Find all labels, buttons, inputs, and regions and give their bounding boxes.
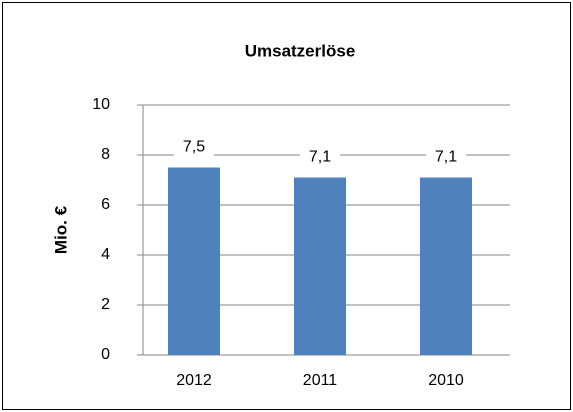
y-axis-label: Mio. € (51, 205, 70, 254)
x-tick-label: 2011 (303, 372, 338, 389)
y-tick-label: 4 (101, 246, 110, 263)
y-tick-label: 8 (101, 146, 110, 163)
bar (420, 177, 472, 355)
value-label: 7,1 (309, 149, 331, 166)
y-tick-label: 6 (101, 196, 110, 213)
chart-title: Umsatzerlöse (245, 41, 356, 60)
value-label-bg (426, 147, 466, 168)
bar (168, 167, 220, 355)
value-label-bg (174, 137, 214, 158)
value-label: 7,5 (183, 139, 205, 156)
x-tick-label: 2012 (176, 372, 212, 389)
y-tick-label: 2 (101, 296, 110, 313)
y-tick-label: 10 (92, 96, 110, 113)
x-tick-label: 2010 (428, 372, 464, 389)
y-tick-label: 0 (101, 346, 110, 363)
value-label-bg (300, 147, 340, 168)
value-label: 7,1 (435, 149, 457, 166)
bar (294, 177, 346, 355)
